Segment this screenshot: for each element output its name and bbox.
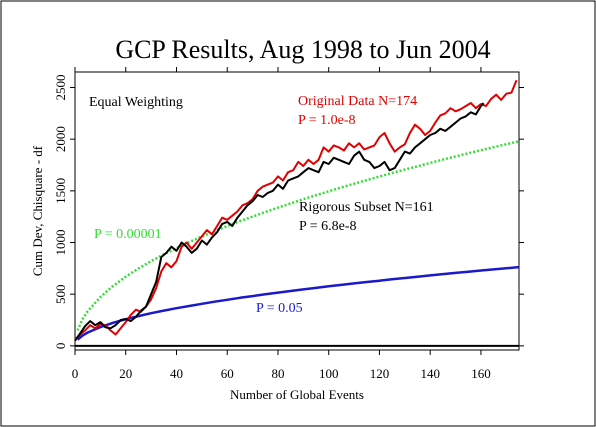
y-tick-label: 1000 xyxy=(53,230,68,256)
x-tick-label: 0 xyxy=(72,366,79,381)
y-axis-label: Cum Dev, Chisquare - df xyxy=(30,145,45,276)
annotation-subset-p: P = 6.8e-8 xyxy=(299,219,357,234)
x-tick-label: 120 xyxy=(370,366,390,381)
annotation-subset-title: Rigorous Subset N=161 xyxy=(299,200,434,215)
annotation-original-title: Original Data N=174 xyxy=(298,94,417,109)
y-tick-label: 2500 xyxy=(53,75,68,101)
series-line-subset xyxy=(74,102,485,342)
annotation-p-low: P = 0.05 xyxy=(256,301,303,316)
series-group xyxy=(74,79,520,342)
chart-title: GCP Results, Aug 1998 to Jun 2004 xyxy=(115,35,490,64)
x-tick-label: 100 xyxy=(319,366,339,381)
series-line-p_low xyxy=(76,265,520,341)
x-tick-label: 80 xyxy=(271,366,284,381)
x-axis-label: Number of Global Events xyxy=(230,387,364,402)
series-line-p_high xyxy=(76,139,520,331)
y-tick-label: 0 xyxy=(53,343,68,350)
annotation-weighting: Equal Weighting xyxy=(89,95,183,110)
x-tick-label: 40 xyxy=(170,366,183,381)
annotation-p-high: P = 0.00001 xyxy=(94,227,162,242)
y-tick-label: 2000 xyxy=(53,126,68,152)
x-tick-label: 60 xyxy=(221,366,234,381)
plot-frame xyxy=(74,71,520,351)
x-axis-ticks: 0 20 40 60 80 100 120 140 160 xyxy=(72,67,491,381)
y-axis-ticks: 0 500 1000 1500 2000 2500 xyxy=(53,75,524,350)
x-tick-label: 20 xyxy=(119,366,132,381)
y-tick-label: 500 xyxy=(53,284,68,304)
x-tick-label: 160 xyxy=(471,366,491,381)
x-tick-label: 140 xyxy=(420,366,440,381)
annotation-original-p: P = 1.0e-8 xyxy=(298,113,356,128)
y-tick-label: 1500 xyxy=(53,178,68,204)
